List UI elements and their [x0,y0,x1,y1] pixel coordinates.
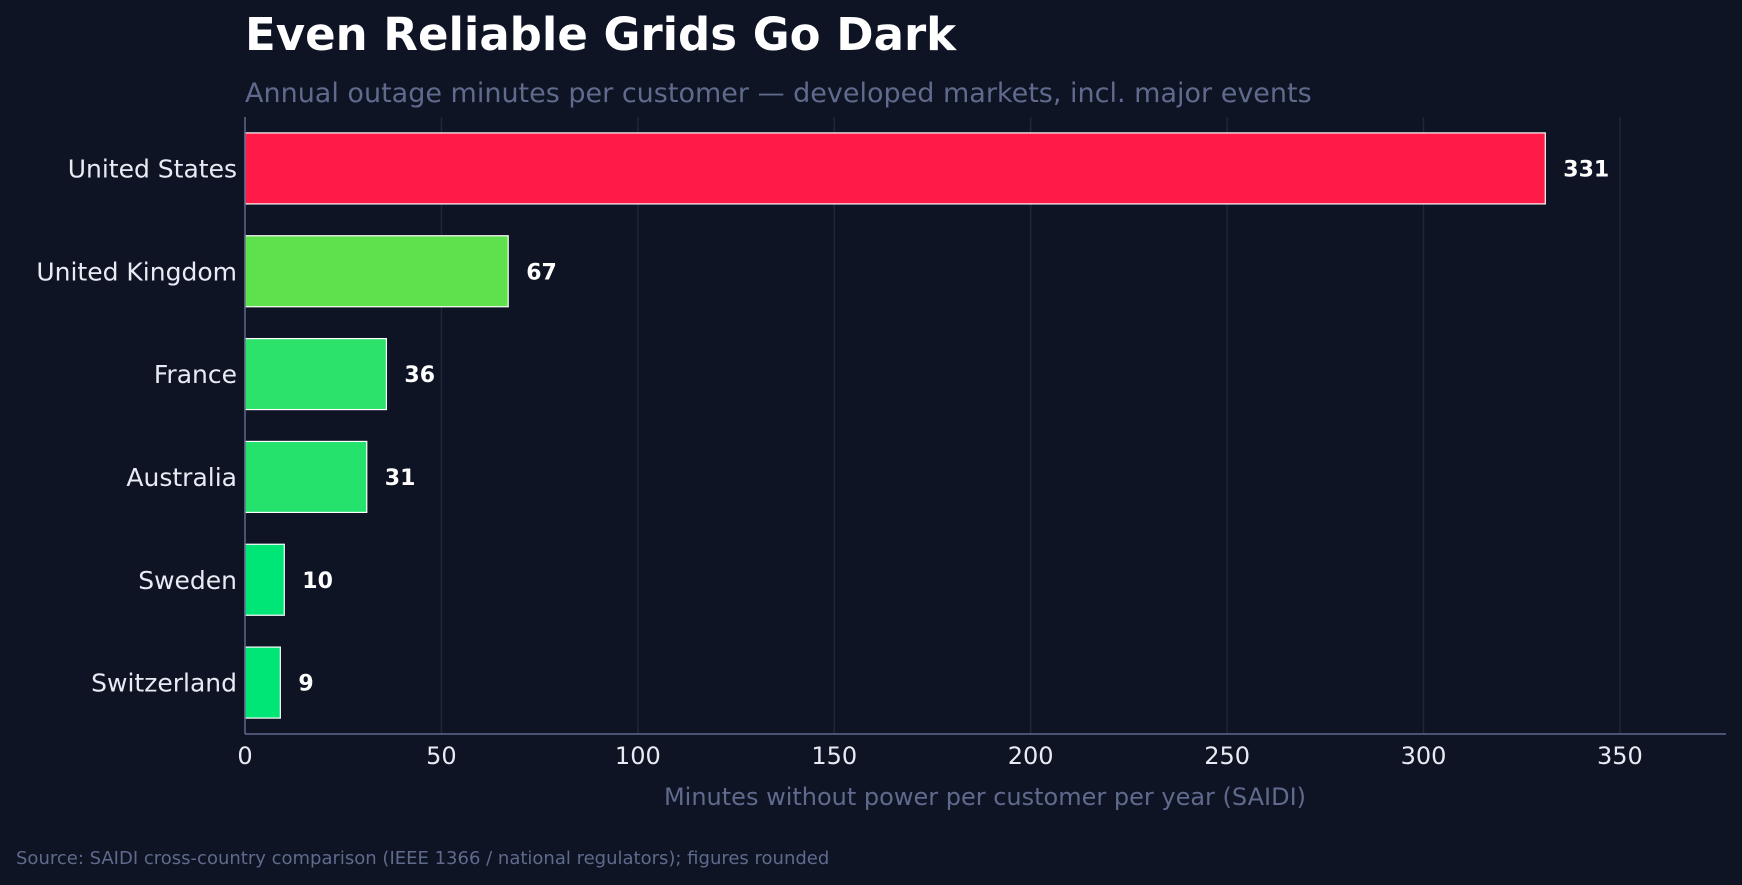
value-label: 10 [302,569,333,594]
category-label: Switzerland [91,669,237,698]
value-label: 31 [385,466,416,491]
category-label: Australia [126,463,237,492]
x-tick-label: 350 [1597,742,1643,770]
x-tick-label: 300 [1401,742,1447,770]
x-tick-label: 100 [615,742,661,770]
bar [244,440,368,514]
grid-lines [440,117,1621,734]
axes [244,117,1726,735]
bar [244,132,1546,205]
value-label: 331 [1563,157,1609,182]
bar [244,646,281,719]
bar [244,543,285,616]
bar [244,337,388,411]
bar [244,235,509,308]
x-tick-label: 200 [1008,742,1054,770]
category-label: United Kingdom [36,257,237,286]
category-label: United States [68,154,237,183]
labels: 0 50 100 150 200 250 300 350 331 United States 67 U… [36,154,1643,770]
x-tick-label: 0 [237,742,252,770]
x-tick-label: 150 [811,742,857,770]
bars [244,132,1546,719]
x-tick-label: 250 [1204,742,1250,770]
chart-subtitle: Annual outage minutes per customer — dev… [245,78,1312,109]
category-label: France [154,360,237,389]
category-label: Sweden [138,566,237,595]
value-label: 67 [526,260,557,285]
x-axis-title: Minutes without power per customer per y… [664,783,1306,811]
value-label: 9 [298,672,313,697]
value-label: 36 [404,363,435,388]
chart-title: Even Reliable Grids Go Dark [245,8,957,61]
x-tick-label: 50 [426,742,457,770]
source-note: Source: SAIDI cross-country comparison (… [16,848,830,869]
